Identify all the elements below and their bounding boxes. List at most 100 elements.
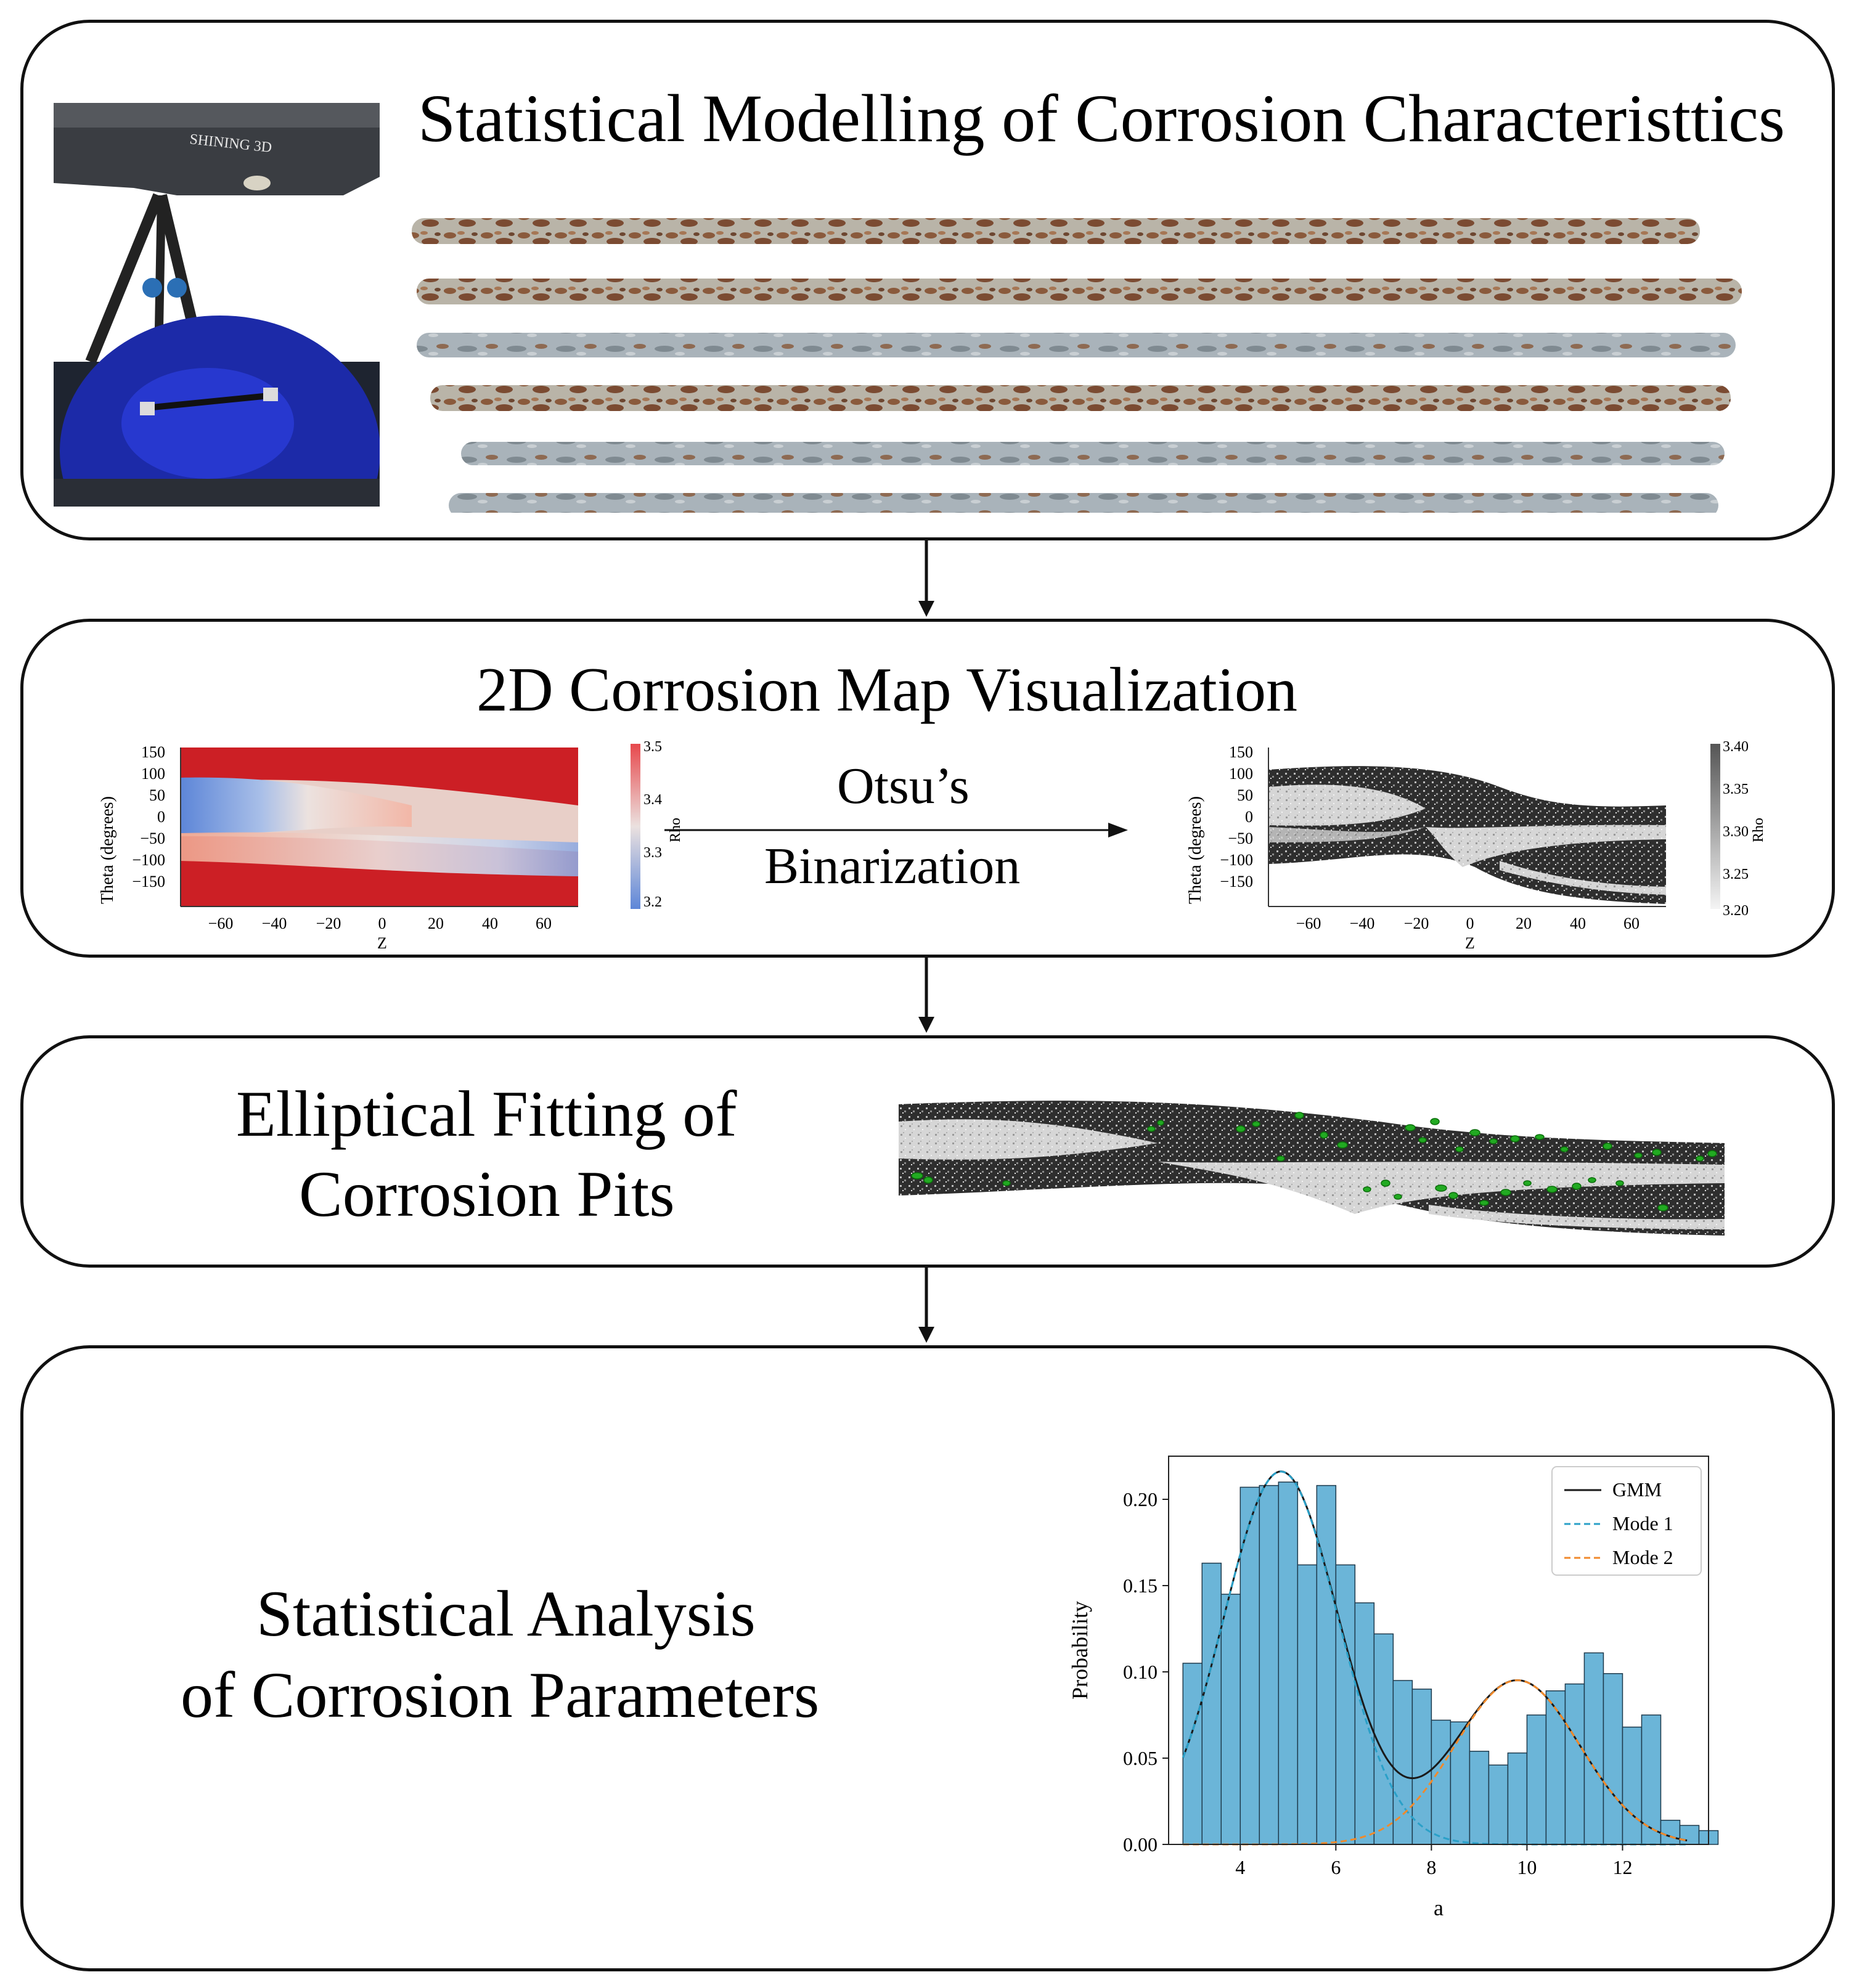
histogram-bar xyxy=(1335,1564,1356,1845)
binarized-colorbar-tick: 3.25 xyxy=(1723,866,1749,882)
binarized-map: Theta (degrees) 150 100 50 0 −50 −100 −1… xyxy=(1186,739,1766,952)
histogram-bar xyxy=(1660,1820,1681,1845)
heatmap-xtick: 20 xyxy=(428,915,444,932)
stage-2-title: 2D Corrosion Map Visualization xyxy=(476,655,1298,725)
pit-ellipse-map xyxy=(899,1101,1725,1236)
binarized-ytick: −150 xyxy=(1220,873,1253,890)
histogram-bar xyxy=(1182,1663,1203,1845)
heatmap-colorbar-tick: 3.4 xyxy=(643,792,662,808)
binarized-colorbar-tick: 3.20 xyxy=(1723,903,1749,919)
binarized-ytick: 0 xyxy=(1245,808,1253,826)
stage-4-title-line1: Statistical Analysis xyxy=(256,1578,756,1650)
histogram-bar xyxy=(1622,1726,1643,1845)
heatmap-ytick: 0 xyxy=(157,808,165,826)
heatmap-ytick: −50 xyxy=(140,829,165,847)
x-tick-label: 6 xyxy=(1331,1856,1341,1878)
bar-6 xyxy=(449,493,1718,513)
histogram-bar xyxy=(1354,1602,1375,1845)
stage-3-title-line1: Elliptical Fitting of xyxy=(236,1078,737,1150)
bar-1 xyxy=(412,218,1700,244)
binarized-xtick: −20 xyxy=(1404,915,1429,932)
histogram-bar xyxy=(1603,1673,1623,1845)
histogram-bar xyxy=(1583,1652,1604,1845)
histogram-bar xyxy=(1526,1714,1547,1845)
heatmap-ylabel: Theta (degrees) xyxy=(98,796,117,904)
corroded-bars-photo xyxy=(412,218,1742,513)
binarized-ytick: 50 xyxy=(1237,786,1253,804)
heatmap-colorbar-tick: 3.5 xyxy=(643,739,662,755)
histogram-bar xyxy=(1220,1594,1241,1845)
histogram-bar xyxy=(1507,1752,1528,1845)
binarized-xtick: −40 xyxy=(1350,915,1375,932)
histogram-bar xyxy=(1431,1719,1452,1845)
plot-frame xyxy=(1168,1456,1709,1845)
histogram-bar xyxy=(1641,1714,1662,1845)
histogram-bar xyxy=(1259,1485,1280,1845)
heatmap-ytick: 100 xyxy=(141,765,165,783)
stage-2-panel: 2D Corrosion Map Visualization xyxy=(20,619,1835,958)
histogram-bar xyxy=(1545,1690,1566,1845)
histogram-bar xyxy=(1469,1751,1490,1845)
y-tick-label: 0.00 xyxy=(1123,1833,1158,1856)
heatmap-ytick: 150 xyxy=(141,743,165,761)
x-tick-label: 8 xyxy=(1426,1856,1436,1878)
histogram-bar xyxy=(1679,1825,1700,1845)
binarized-colorbar xyxy=(1710,744,1720,909)
binarized-xtick: 20 xyxy=(1516,915,1532,932)
histogram-xlabel: a xyxy=(1434,1896,1444,1920)
y-tick-label: 0.20 xyxy=(1123,1488,1158,1510)
binarization-arrow xyxy=(664,823,1128,837)
histogram-bars xyxy=(1182,1481,1719,1845)
binarized-plot-area xyxy=(1268,766,1666,904)
x-tick-label: 10 xyxy=(1517,1856,1537,1878)
stage-3-title-line2: Corrosion Pits xyxy=(299,1158,675,1230)
binarization-label-2: Binarization xyxy=(764,837,1021,895)
heatmap-xlabel: Z xyxy=(377,934,387,952)
legend-gmm-label: GMM xyxy=(1612,1478,1662,1501)
binarized-ytick: −50 xyxy=(1228,829,1253,847)
binarized-colorbar-tick: 3.30 xyxy=(1723,824,1749,840)
y-tick-label: 0.05 xyxy=(1123,1747,1158,1769)
heatmap-xtick: 40 xyxy=(482,915,498,932)
histogram-ylabel: Probability xyxy=(1068,1601,1092,1700)
stage-3-panel: Elliptical Fitting of Corrosion Pits xyxy=(20,1035,1835,1268)
histogram-bar xyxy=(1564,1683,1585,1845)
y-tick-label: 0.10 xyxy=(1123,1661,1158,1683)
binarized-ytick: 100 xyxy=(1229,765,1253,783)
binarized-xtick: 60 xyxy=(1623,915,1640,932)
histogram-bar xyxy=(1297,1564,1318,1845)
heatmap-xtick: −20 xyxy=(316,915,341,932)
flow-arrow-2 xyxy=(918,958,934,1033)
heatmap-ytick: −100 xyxy=(132,851,165,869)
histogram-bar xyxy=(1239,1486,1260,1845)
heatmap-xtick: −40 xyxy=(262,915,287,932)
scanner-photo: SHINING 3D xyxy=(54,103,380,507)
flow-arrow-3 xyxy=(918,1268,934,1343)
stage-4-title-line2: of Corrosion Parameters xyxy=(181,1659,820,1731)
histogram-bar xyxy=(1201,1562,1222,1845)
corrosion-heatmap: Theta (degrees) 150 100 50 0 −50 −100 −1… xyxy=(98,739,683,952)
bar-4 xyxy=(430,385,1731,411)
heatmap-xtick: −60 xyxy=(208,915,234,932)
heatmap-xtick: 60 xyxy=(536,915,552,932)
binarized-xtick: 40 xyxy=(1570,915,1586,932)
binarization-label-1: Otsu’s xyxy=(837,757,970,815)
x-tick-label: 12 xyxy=(1612,1856,1632,1878)
histogram-bar xyxy=(1488,1764,1509,1845)
stage-1-title: Statistical Modelling of Corrosion Chara… xyxy=(418,81,1785,156)
heatmap-plot-area xyxy=(181,748,578,906)
heatmap-ytick: −150 xyxy=(132,873,165,890)
histogram-bar xyxy=(1450,1721,1471,1845)
heatmap-colorbar-tick: 3.3 xyxy=(643,845,662,861)
binarized-ytick: −100 xyxy=(1220,851,1253,869)
binarized-colorbar-label: Rho xyxy=(1750,818,1766,842)
histogram-bar xyxy=(1411,1689,1432,1845)
legend-mode1-label: Mode 1 xyxy=(1612,1512,1673,1534)
legend: GMM Mode 1 Mode 2 xyxy=(1551,1466,1702,1576)
bar-5 xyxy=(461,442,1725,465)
pit-ellipses xyxy=(911,1112,1717,1212)
heatmap-ytick: 50 xyxy=(149,786,165,804)
binarized-ylabel: Theta (degrees) xyxy=(1186,796,1205,904)
histogram-axes: 4 6 8 10 12 0.00 0.05 0.10 0.15 0.20 xyxy=(1123,1488,1632,1878)
binarized-colorbar-tick: 3.40 xyxy=(1723,739,1749,755)
